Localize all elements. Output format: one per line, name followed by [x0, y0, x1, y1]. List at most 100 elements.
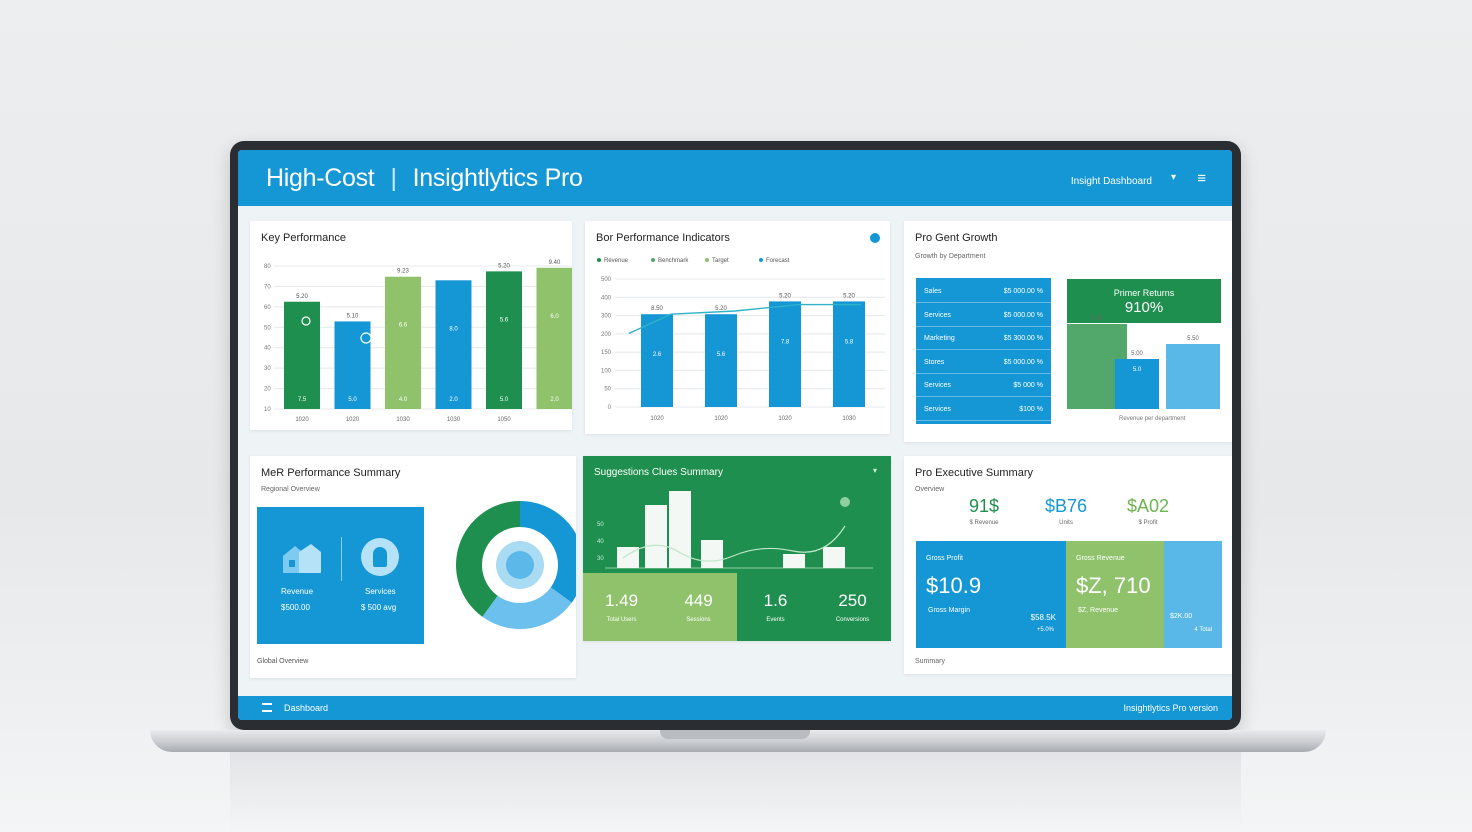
- block-sub-value2: +5.0%: [1036, 627, 1054, 633]
- stat-value: 1.49: [604, 591, 639, 610]
- y-tick-label: 0: [608, 405, 612, 411]
- bar-mid-label: 5.8: [845, 339, 854, 345]
- chevron-down-icon[interactable]: ▾: [872, 466, 877, 475]
- card-title: MeR Performance Summary: [261, 467, 401, 479]
- top-stat: 91$ $ Revenue: [944, 496, 1024, 526]
- row-value: $5 000.00 %: [1003, 288, 1043, 295]
- chevron-down-icon[interactable]: ▾: [1170, 172, 1176, 183]
- y-tick-label: 40: [597, 539, 604, 545]
- bar-top-label: 5.20: [296, 294, 308, 300]
- donut-slice: [456, 501, 520, 617]
- y-tick-label: 30: [264, 366, 271, 372]
- legend-swatch: [597, 258, 601, 262]
- bar-mid-label: 6.6: [399, 323, 408, 329]
- y-tick-label: 200: [601, 332, 612, 338]
- legend-swatch: [705, 258, 709, 262]
- trend-line: [622, 525, 846, 562]
- highlight-label: Primer Returns: [1113, 288, 1175, 298]
- bar: [769, 301, 801, 407]
- y-tick-label: 300: [601, 314, 612, 320]
- bar-top-label: 9.40: [549, 260, 561, 266]
- bar: [705, 314, 737, 407]
- left-label: Revenue: [281, 587, 314, 596]
- card-subtitle: Overview: [915, 486, 945, 493]
- y-tick-label: 50: [604, 387, 611, 393]
- growth-card: Pro Gent Growth Growth by Department Sal…: [904, 221, 1232, 442]
- top-stat-value: $A02: [1126, 496, 1170, 516]
- card-title: Suggestions Clues Summary: [594, 467, 723, 478]
- desk-reflection: [230, 752, 1241, 832]
- table-row: Services $5 000 %: [916, 375, 1051, 397]
- indicators-bar-chart: Revenue Benchmark Target Forecast5004003002…: [597, 258, 885, 422]
- bar-mid-label: 2.6: [653, 352, 662, 358]
- legend-label: Target: [712, 258, 729, 264]
- y-tick-label: 70: [264, 284, 271, 290]
- footer-left-label[interactable]: Dashboard: [284, 703, 329, 713]
- stat-cell: 449 Sessions: [660, 573, 737, 641]
- row-name: Services: [924, 311, 951, 319]
- bar: [486, 271, 522, 409]
- bar-top-label: 5.20: [715, 306, 727, 312]
- dashboard-menu[interactable]: Insight Dashboard: [1070, 176, 1152, 187]
- divider: [341, 537, 342, 581]
- summary-block: Gross Profit $10.9 Gross Margin $58.5K +5.0%: [916, 541, 1066, 648]
- card-subtitle: Growth by Department: [915, 253, 986, 260]
- table-row: Sales $5 000.00 %: [916, 281, 1051, 303]
- stat-label: Total Users: [606, 617, 637, 623]
- stat-value: 449: [684, 591, 713, 610]
- table-row: Services $5 000.00 %: [916, 305, 1051, 327]
- bar: [617, 547, 639, 568]
- card-subtitle: Regional Overview: [261, 486, 320, 493]
- mini-bar-label: 5.00: [1131, 351, 1143, 357]
- row-value: $5 000.00 %: [1003, 311, 1043, 319]
- legend-label: Benchmark: [658, 258, 689, 264]
- bar: [435, 280, 472, 409]
- summary-block: Gross Revenue $Z, 710 $Z, Revenue: [1066, 541, 1164, 648]
- info-icon[interactable]: [870, 233, 880, 243]
- card-title: Key Performance: [261, 232, 346, 244]
- executive-blocks: Gross Profit $10.9 Gross Margin $58.5K +5.0%…: [916, 541, 1222, 648]
- performance-summary-card: MeR Performance Summary Regional Overvie…: [250, 456, 576, 678]
- hamburger-menu-icon[interactable]: ≡: [1197, 170, 1206, 187]
- x-tick-label: 1030: [842, 416, 856, 422]
- laptop-notch: [660, 730, 810, 739]
- bar: [701, 540, 723, 568]
- app-header: High-Cost | Insightlytics Pro Insight Dash…: [238, 150, 1232, 206]
- donut-core: [506, 551, 534, 579]
- y-tick-label: 100: [601, 368, 612, 374]
- summary-blue-panel: Revenue $500.00 Services $ 500 avg: [257, 507, 424, 644]
- laptop-base: [150, 730, 1326, 752]
- top-stat-value: $B76: [1044, 496, 1088, 516]
- y-tick-label: 500: [601, 277, 612, 283]
- block-value: $10.9: [926, 573, 982, 598]
- dashboard-icon[interactable]: [262, 703, 272, 712]
- brand-left: High-Cost: [266, 164, 375, 192]
- marker-icon: [360, 332, 372, 344]
- block-label: Gross Profit: [926, 555, 963, 562]
- top-stat-label: $ Revenue: [969, 520, 999, 526]
- growth-mini-chart: 5.00 5.00 5.0 5.50: [1067, 316, 1220, 409]
- bar: [641, 314, 673, 407]
- row-name: Services: [924, 382, 951, 389]
- stat-label: Conversions: [835, 617, 870, 623]
- x-tick-label: 1020: [778, 416, 792, 422]
- summary-caption: Global Overview: [257, 658, 309, 665]
- row-name: Stores: [924, 358, 945, 366]
- legend-label: Forecast: [766, 258, 790, 264]
- y-tick-label: 20: [264, 387, 271, 393]
- bar: [284, 301, 320, 409]
- brand-right: Insightlytics Pro: [412, 164, 583, 192]
- bar-top-label: 9.23: [397, 269, 409, 275]
- y-tick-label: 10: [264, 407, 271, 413]
- bar-mid-label: 6.0: [550, 314, 559, 320]
- bar-bottom-label: 2.0: [449, 397, 458, 403]
- y-tick-label: 400: [601, 295, 612, 301]
- bar: [823, 547, 845, 568]
- legend-label: Revenue: [604, 258, 629, 264]
- bar: [669, 491, 691, 568]
- building-icon: [281, 540, 323, 574]
- bar: [385, 276, 421, 409]
- stat-label: Events: [766, 617, 785, 623]
- bar-top-label: 5.20: [843, 293, 855, 299]
- bar: [645, 505, 667, 568]
